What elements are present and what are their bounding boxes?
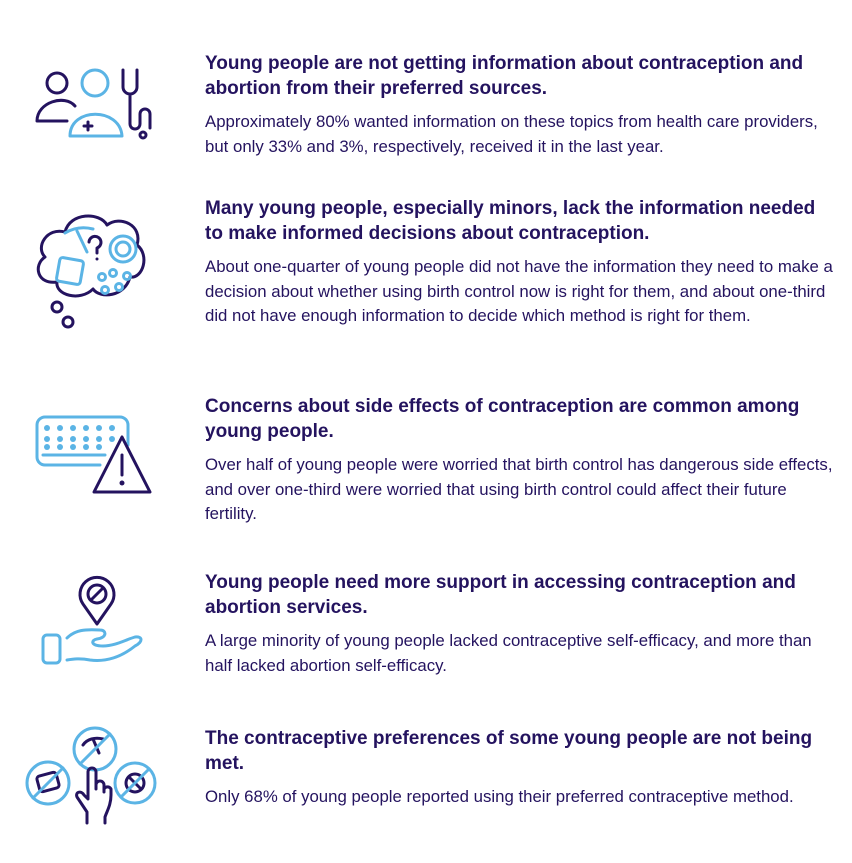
finding-body: Approximately 80% wanted information on …	[205, 112, 818, 156]
finding-heading: Young people are not getting information…	[205, 53, 804, 99]
finding-heading: Concerns about side effects of contracep…	[205, 396, 800, 442]
finding-body: Only 68% of young people reported using …	[205, 787, 794, 806]
finding-heading: Many young people, especially minors, la…	[205, 198, 816, 244]
finding-body: Over half of young people were worried t…	[205, 455, 833, 523]
finding-heading: The contraceptive preferences of some yo…	[205, 728, 813, 774]
hand-choosing-methods-icon	[25, 726, 160, 837]
finding-body: A large minority of young people lacked …	[205, 631, 812, 675]
pill-pack-warning-icon	[25, 415, 160, 527]
finding-heading: Young people need more support in access…	[205, 572, 796, 618]
finding-body: About one-quarter of young people did no…	[205, 257, 833, 325]
thought-cloud-question-icon	[25, 207, 160, 329]
health-care-provider-icon	[25, 62, 160, 172]
hand-location-pin-icon	[25, 574, 160, 684]
